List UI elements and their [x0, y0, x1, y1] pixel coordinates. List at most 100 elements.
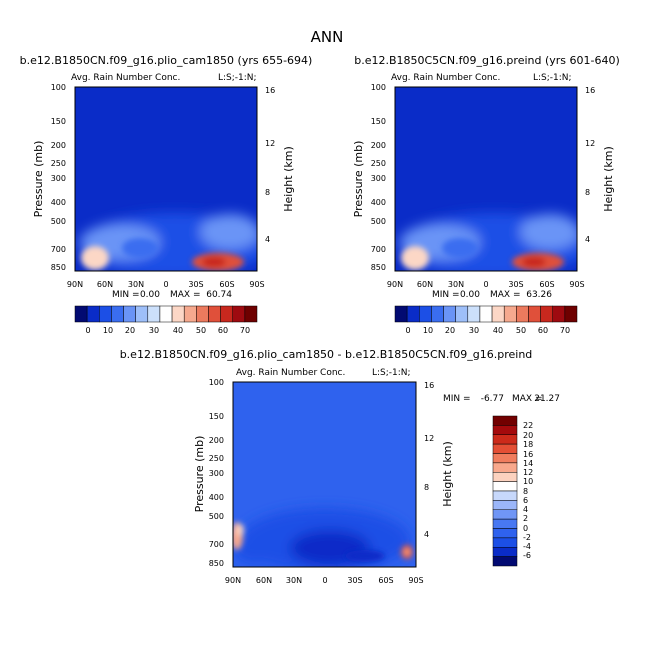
panel-3-colorbar-swatch — [492, 453, 518, 464]
svg-text:-4: -4 — [523, 542, 531, 551]
panel-3-colorbar-swatch — [492, 547, 518, 557]
panel-2-y-right-ticks: 4 8 12 16 — [585, 86, 595, 244]
svg-text:40: 40 — [493, 326, 503, 335]
panel-2-max-label: MAX = — [490, 290, 521, 300]
svg-text:4: 4 — [265, 235, 270, 244]
panel-1-max-label: MAX = — [170, 290, 201, 300]
panel-1-colorbar-swatch — [220, 305, 233, 323]
panel-2-x-ticks: 90N 60N 30N 0 30S 60S 90S — [387, 280, 585, 289]
svg-text:30S: 30S — [347, 576, 362, 585]
panel-1-y-right-label: Height (km) — [282, 146, 295, 212]
panel-3-y-label: Pressure (mb) — [193, 436, 206, 513]
panel-1-field: Avg. Rain Number Conc. — [71, 73, 180, 83]
panel-2-colorbar-swatch — [467, 305, 481, 323]
svg-text:20: 20 — [125, 326, 135, 335]
svg-text:300: 300 — [371, 174, 386, 183]
panel-3-colorbar-swatch — [492, 528, 518, 539]
panel-3-min-value: -6.77 — [481, 394, 504, 404]
panel-3-min-label: MIN = — [443, 394, 471, 404]
panel-3-colorbar-swatch — [492, 443, 518, 454]
panel-2-plot-frame — [394, 86, 578, 272]
panel-3-field-map — [233, 382, 416, 567]
svg-text:30N: 30N — [448, 280, 464, 289]
panel-1-colorbar-swatch — [232, 305, 246, 323]
svg-text:-2: -2 — [523, 533, 531, 542]
svg-text:30: 30 — [469, 326, 479, 335]
panel-3-colorbar — [492, 415, 518, 567]
svg-text:4: 4 — [424, 530, 429, 539]
svg-text:100: 100 — [371, 83, 386, 92]
panel-2-colorbar-swatch — [516, 305, 529, 323]
panel-3-colorbar-swatch — [492, 537, 518, 548]
svg-text:90S: 90S — [569, 280, 584, 289]
svg-text:150: 150 — [51, 117, 66, 126]
svg-text:14: 14 — [523, 459, 533, 468]
panel-1-plot-frame — [74, 86, 258, 272]
svg-text:300: 300 — [209, 469, 224, 478]
panel-3-colorbar-swatch — [492, 481, 518, 492]
svg-text:500: 500 — [371, 217, 386, 226]
svg-text:8: 8 — [265, 188, 270, 197]
panel-2-colorbar-swatch — [455, 305, 469, 323]
svg-text:60N: 60N — [97, 280, 113, 289]
panel-1-colorbar-swatch — [74, 305, 88, 323]
panel-3-y-ticks: 100 150 200 250 300 400 500 700 850 — [209, 378, 224, 568]
svg-text:8: 8 — [585, 188, 590, 197]
panel-2-colorbar-swatch — [443, 305, 456, 323]
svg-text:60S: 60S — [539, 280, 554, 289]
panel-2-colorbar-swatch — [540, 305, 553, 323]
panel-3-max-value: 21.27 — [534, 394, 560, 404]
svg-text:0: 0 — [523, 524, 528, 533]
panel-3-title: b.e12.B1850CN.f09_g16.plio_cam1850 - b.e… — [120, 348, 533, 361]
svg-text:16: 16 — [424, 381, 434, 390]
svg-text:10: 10 — [523, 477, 533, 486]
svg-text:90S: 90S — [408, 576, 423, 585]
panel-3-y-right-ticks: 4 8 12 16 — [424, 381, 434, 539]
svg-text:60: 60 — [538, 326, 548, 335]
svg-text:400: 400 — [51, 198, 66, 207]
panel-1-y-label: Pressure (mb) — [32, 141, 45, 218]
panel-2-field: Avg. Rain Number Conc. — [391, 73, 500, 83]
panel-2-colorbar-swatch — [491, 305, 505, 323]
panel-1-colorbar-swatch — [208, 305, 221, 323]
svg-text:22: 22 — [523, 421, 533, 430]
panel-2-colorbar — [394, 305, 578, 323]
svg-text:12: 12 — [585, 139, 595, 148]
svg-text:100: 100 — [209, 378, 224, 387]
svg-text:250: 250 — [209, 454, 224, 463]
svg-text:12: 12 — [523, 468, 533, 477]
svg-text:2: 2 — [523, 514, 528, 523]
panel-2-colorbar-swatch — [503, 305, 517, 323]
svg-text:16: 16 — [523, 450, 533, 459]
panel-3-colorbar-swatch — [492, 434, 518, 445]
svg-text:50: 50 — [516, 326, 526, 335]
panel-1-domain: L:S;-1:N; — [218, 73, 257, 83]
panel-3-colorbar-swatch — [492, 425, 518, 435]
svg-text:300: 300 — [51, 174, 66, 183]
panel-3-colorbar-swatch — [492, 490, 518, 501]
svg-text:90N: 90N — [225, 576, 241, 585]
svg-text:200: 200 — [371, 141, 386, 150]
svg-text:50: 50 — [196, 326, 206, 335]
panel-2-colorbar-swatch — [431, 305, 444, 323]
panel-2-y-ticks: 100 150 200 250 300 400 500 700 850 — [371, 83, 386, 272]
svg-text:60: 60 — [218, 326, 228, 335]
svg-text:200: 200 — [209, 436, 224, 445]
panel-3-colorbar-swatch — [492, 509, 518, 520]
panel-1-min-label: MIN = — [112, 290, 140, 300]
svg-text:90N: 90N — [67, 280, 83, 289]
svg-text:70: 70 — [240, 326, 250, 335]
svg-text:16: 16 — [585, 86, 595, 95]
svg-text:10: 10 — [103, 326, 113, 335]
svg-text:200: 200 — [51, 141, 66, 150]
svg-text:0: 0 — [163, 280, 168, 289]
panel-3-x-ticks: 90N 60N 30N 0 30S 60S 90S — [225, 576, 424, 585]
panel-1-y-right-ticks: 4 8 12 16 — [265, 86, 275, 244]
svg-text:100: 100 — [51, 83, 66, 92]
svg-text:8: 8 — [523, 487, 528, 496]
svg-text:-6: -6 — [523, 551, 531, 560]
panel-1-colorbar-ticks: 0 10 20 30 40 50 60 70 — [85, 326, 250, 335]
panel-3-colorbar-swatch — [492, 518, 518, 529]
svg-text:30N: 30N — [286, 576, 302, 585]
